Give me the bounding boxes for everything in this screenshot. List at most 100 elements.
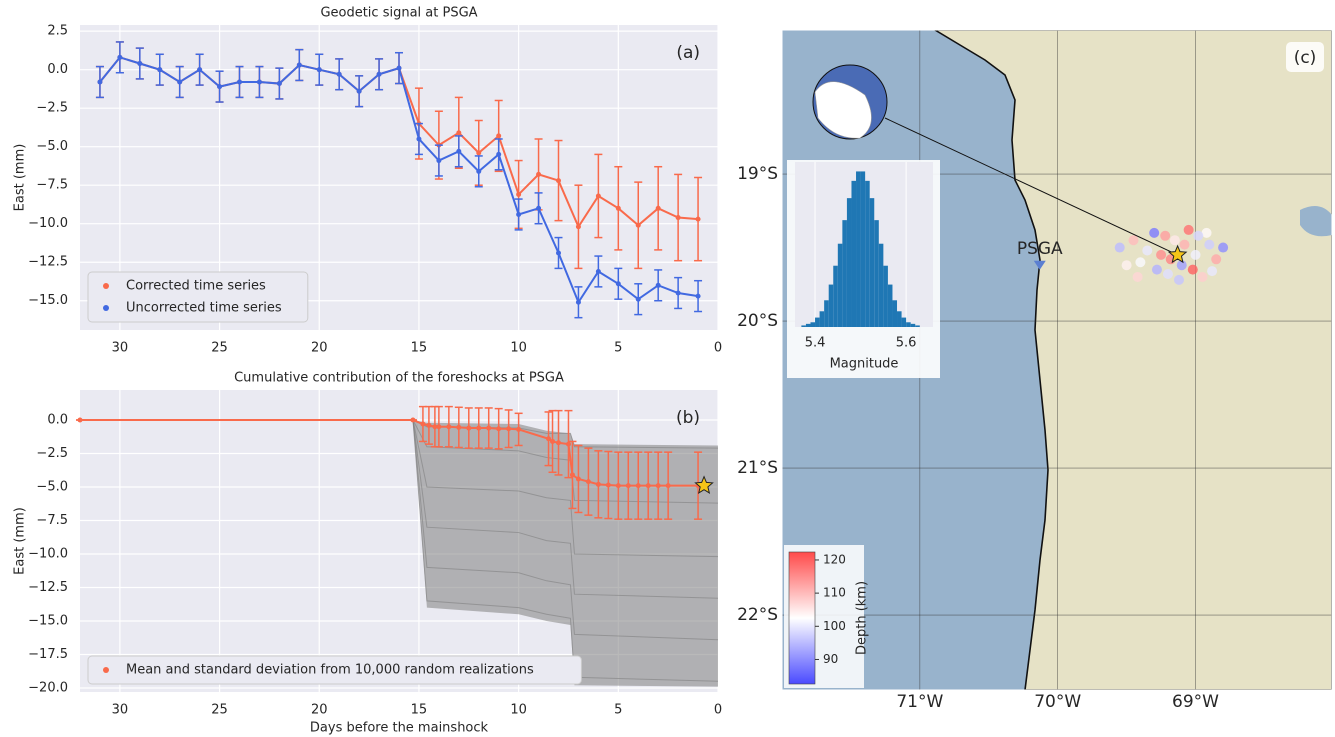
panel-label: (a) — [676, 43, 700, 63]
point — [296, 62, 302, 68]
point — [565, 441, 571, 447]
event — [1183, 224, 1194, 235]
point — [237, 79, 242, 85]
histogram-bar — [815, 317, 820, 327]
y-tick-label: −10.0 — [28, 546, 68, 561]
event — [1151, 264, 1162, 275]
event — [1132, 271, 1143, 282]
panel-label-box — [1286, 42, 1324, 72]
point — [536, 171, 542, 177]
lat-tick-label: 19°S — [737, 164, 778, 184]
point — [516, 426, 522, 432]
realization-line — [80, 419, 719, 599]
point — [436, 158, 442, 164]
point — [645, 483, 651, 489]
y-tick-label: −2.5 — [36, 101, 68, 116]
event — [1114, 242, 1125, 253]
histogram-bar — [801, 325, 806, 327]
point — [432, 424, 438, 430]
point — [476, 168, 482, 174]
point — [695, 293, 701, 299]
event — [1176, 260, 1187, 271]
point — [77, 417, 83, 423]
colorbar-tick-label: 110 — [823, 586, 846, 600]
y-tick-label: −5.0 — [36, 480, 68, 495]
y-tick-label: 0.0 — [47, 62, 68, 77]
y-tick-label: −12.5 — [28, 255, 68, 270]
point — [625, 483, 631, 489]
point — [476, 425, 482, 431]
y-tick-label: −2.5 — [36, 446, 68, 461]
x-tick-label: 20 — [311, 703, 328, 718]
y-tick-label: −17.5 — [28, 647, 68, 662]
point — [456, 130, 462, 136]
y-tick-label: 0.0 — [47, 413, 68, 428]
x-tick-label: 25 — [211, 341, 228, 356]
point — [655, 205, 661, 211]
chart-title: Cumulative contribution of the foreshock… — [234, 371, 564, 386]
point — [496, 151, 502, 157]
lon-tick-label: 69°W — [1172, 692, 1219, 712]
point — [516, 211, 522, 217]
colorbar-label: Depth (km) — [855, 581, 870, 655]
histogram-bar — [805, 323, 811, 327]
point — [615, 205, 621, 211]
y-tick-label: −15.0 — [28, 293, 68, 308]
lat-tick-label: 22°S — [737, 605, 778, 625]
point — [177, 79, 183, 85]
legend-label: Mean and standard deviation from 10,000 … — [126, 663, 534, 678]
event — [1201, 227, 1212, 238]
point — [665, 483, 671, 489]
x-tick-label: 5 — [614, 341, 622, 356]
lon-tick-label: 71°W — [896, 692, 943, 712]
histogram-bar — [878, 243, 884, 327]
y-axis-label: East (mm) — [13, 507, 28, 575]
point — [635, 296, 641, 302]
point — [97, 79, 103, 85]
point — [556, 440, 561, 446]
histogram-bar — [860, 171, 866, 327]
x-tick-label: 15 — [411, 341, 428, 356]
x-tick-label: 30 — [112, 703, 129, 718]
event — [1160, 230, 1171, 241]
point — [605, 482, 611, 488]
event — [1121, 260, 1132, 271]
x-tick-label: 25 — [211, 703, 228, 718]
point — [336, 71, 342, 77]
legend-marker — [103, 667, 109, 673]
event — [1169, 235, 1180, 246]
lat-tick-label: 20°S — [737, 311, 778, 331]
histogram-bar — [846, 198, 852, 327]
event — [1193, 230, 1204, 241]
event — [1204, 239, 1215, 250]
event — [1211, 254, 1222, 265]
x-tick-label: 5 — [614, 703, 622, 718]
histogram-bar — [856, 171, 861, 327]
y-tick-label: −12.5 — [28, 580, 68, 595]
point — [556, 178, 561, 184]
histogram-bar — [824, 300, 829, 327]
point — [516, 191, 522, 197]
histogram-bar — [819, 311, 825, 327]
legend-marker — [103, 305, 109, 311]
histogram-bar — [869, 198, 875, 327]
realization-line — [80, 419, 719, 558]
point — [316, 67, 322, 73]
x-tick-label: 5.6 — [896, 336, 917, 351]
point — [615, 483, 621, 489]
point — [575, 476, 581, 482]
point — [436, 424, 442, 430]
colorbar-tick-label: 120 — [823, 552, 846, 566]
y-tick-label: 2.5 — [47, 24, 68, 39]
lat-tick-label: 21°S — [737, 458, 778, 478]
point — [675, 290, 681, 296]
x-tick-label: 0 — [714, 341, 722, 356]
point — [585, 479, 591, 485]
event — [1156, 249, 1167, 260]
point — [655, 483, 661, 489]
event — [1142, 245, 1153, 256]
histogram-bar — [865, 180, 870, 327]
colorbar-tick-label: 100 — [823, 619, 846, 633]
x-tick-label: 15 — [411, 703, 428, 718]
